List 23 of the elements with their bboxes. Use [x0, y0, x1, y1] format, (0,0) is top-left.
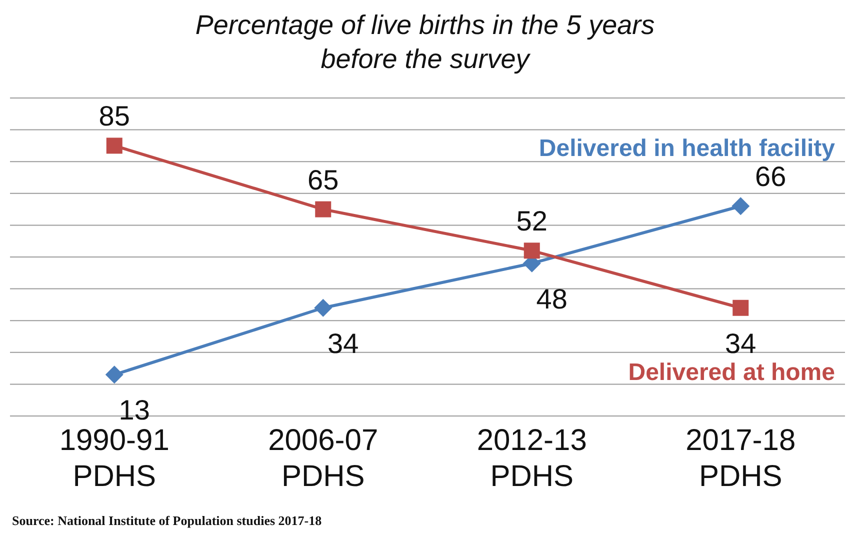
point: [524, 242, 540, 259]
data-label: 66: [755, 161, 786, 192]
data-label: 85: [98, 100, 130, 132]
data-label: 13: [118, 394, 150, 426]
chart-title: Percentage of live births in the 5 years before the survey: [194, 9, 656, 76]
source-note: Source: National Institute of Population studies 2017-18: [12, 513, 322, 529]
data-label: 48: [536, 283, 568, 314]
point: [732, 197, 750, 216]
x-tick-label: 2012-13 PDHS: [476, 424, 587, 493]
text: Delivered in health facility: [538, 135, 836, 162]
data-label: 34: [328, 328, 359, 359]
x-tick-label: 2006-07 PDHS: [268, 424, 378, 493]
point: [732, 300, 749, 316]
x-tick-label: 2017-18 PDHS: [686, 424, 796, 493]
data-label: 65: [308, 164, 339, 196]
point: [105, 366, 124, 384]
point: [106, 138, 122, 154]
text: Delivered at home: [628, 358, 835, 386]
point: [315, 201, 332, 218]
x-tick-label: 1990-91 PDHS: [59, 424, 170, 493]
data-label: 34: [725, 328, 756, 359]
data-label: 52: [516, 206, 548, 237]
point: [314, 298, 332, 317]
